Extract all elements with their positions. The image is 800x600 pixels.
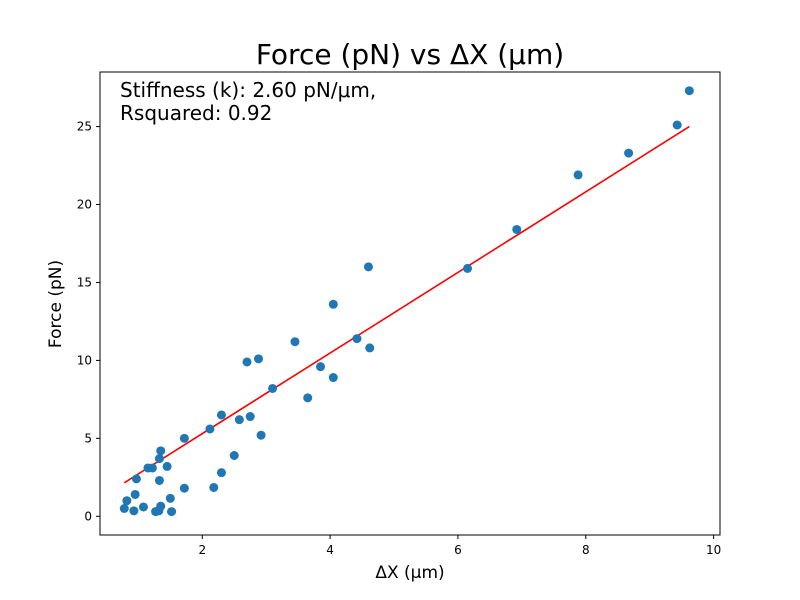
data-point [256, 430, 266, 440]
x-tick-label: 8 [582, 543, 590, 557]
data-point [573, 170, 583, 180]
data-point [363, 262, 373, 272]
x-tick-label: 6 [454, 543, 462, 557]
y-axis: 0 5 10 15 20 25 [77, 120, 100, 523]
data-point [179, 483, 189, 493]
data-point [167, 507, 177, 517]
x-axis-label: ΔX (μm) [375, 563, 444, 583]
data-point [216, 468, 226, 478]
rsquared-annotation: Rsquared: 0.92 [120, 101, 272, 125]
data-point [156, 446, 166, 456]
y-axis-label: Force (pN) [46, 260, 66, 348]
data-point [165, 493, 175, 503]
data-point [328, 299, 338, 309]
data-point [119, 503, 129, 513]
data-point [234, 415, 244, 425]
data-point [122, 496, 132, 506]
data-point [316, 362, 326, 372]
data-point [216, 410, 226, 420]
x-tick-label: 2 [198, 543, 206, 557]
plot-area [119, 86, 694, 517]
data-point [245, 412, 255, 422]
data-point [365, 343, 375, 353]
x-axis: 2 4 6 8 10 [198, 535, 721, 557]
data-point [684, 86, 694, 96]
y-tick-label: 15 [77, 275, 92, 289]
data-point [129, 506, 139, 516]
y-tick-label: 10 [77, 353, 92, 367]
data-point [154, 454, 164, 464]
chart-title: Force (pN) vs ΔX (μm) [256, 38, 564, 71]
data-point [179, 433, 189, 443]
data-point [290, 337, 300, 347]
data-point [328, 373, 338, 383]
data-point [303, 393, 313, 403]
data-point [242, 357, 252, 367]
data-point [352, 334, 362, 344]
y-tick-label: 0 [84, 509, 92, 523]
data-point [130, 489, 140, 499]
data-point [463, 263, 473, 273]
data-point [672, 120, 682, 130]
data-point [229, 450, 239, 460]
data-point [162, 461, 172, 471]
x-tick-label: 4 [326, 543, 334, 557]
y-tick-label: 25 [77, 120, 92, 134]
axes-frame [99, 71, 721, 536]
data-point [624, 148, 634, 158]
stiffness-annotation: Stiffness (k): 2.60 pN/μm, [120, 78, 376, 102]
data-point [154, 475, 164, 485]
data-point [156, 501, 166, 511]
y-tick-label: 5 [84, 431, 92, 445]
y-tick-label: 20 [77, 198, 92, 212]
data-point [512, 224, 522, 234]
data-point [205, 424, 215, 434]
fit-line [123, 125, 690, 484]
data-point [147, 463, 157, 473]
points-layer [119, 86, 694, 517]
x-tick-label: 10 [706, 543, 721, 557]
data-point [209, 482, 219, 492]
data-point [254, 354, 264, 364]
data-point [268, 383, 278, 393]
fit-line-layer [123, 125, 690, 484]
data-point [138, 502, 148, 512]
data-point [131, 474, 141, 484]
